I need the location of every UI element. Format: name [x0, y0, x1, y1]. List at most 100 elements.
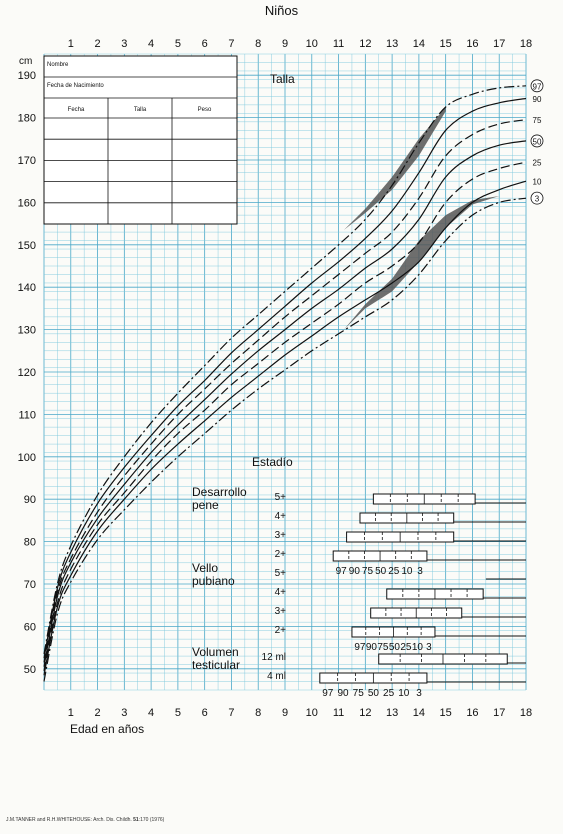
source-citation: J.M.TANNER and R.H.WHITEHOUSE: Arch. Dis…	[6, 817, 165, 823]
x-tick-label-top: 7	[228, 38, 234, 50]
percentile-circle	[530, 79, 544, 93]
stage-percentile-label: 97	[336, 566, 348, 577]
percentile-curve-97	[43, 85, 527, 655]
x-tick-label-bottom: 5	[175, 707, 181, 719]
percentile-label-10: 10	[533, 178, 542, 187]
stage-percentile-label: 25	[388, 566, 400, 577]
y-tick-label: 180	[18, 113, 36, 125]
y-tick-label: 160	[18, 197, 36, 209]
stage-percentile-label: 10	[398, 688, 410, 699]
stage-row-label: 3+	[275, 530, 287, 541]
shaded-band	[343, 107, 446, 230]
stage-percentile-label: 90	[337, 688, 349, 699]
x-axis-label: Edad en años	[70, 722, 144, 736]
x-tick-label-top: 18	[520, 38, 532, 50]
percentile-curve-3	[43, 197, 527, 682]
stage-row-label: 2+	[275, 549, 287, 560]
stage-group-label: testicular	[192, 658, 240, 672]
x-tick-label-top: 3	[121, 38, 127, 50]
percentile-curve-75	[43, 119, 527, 663]
x-tick-label-bottom: 3	[121, 707, 127, 719]
stage-percentile-label: 97	[322, 688, 334, 699]
percentile-curve-90	[43, 97, 527, 659]
table-dob-label: Fecha de Nacimiento	[47, 83, 104, 89]
x-tick-label-bottom: 13	[386, 707, 398, 719]
x-tick-label-top: 1	[68, 38, 74, 50]
stage-percentile-label: 10	[401, 566, 413, 577]
stage-percentile-label: 75	[353, 688, 365, 699]
x-tick-label-bottom: 14	[413, 707, 425, 719]
stage-row-label: 5+	[275, 492, 287, 503]
shaded-band	[343, 196, 500, 330]
x-tick-label-bottom: 15	[440, 707, 452, 719]
stage-group-label: pubiano	[192, 574, 235, 588]
percentile-curve-25	[43, 161, 527, 672]
stage-percentile-label: 10	[412, 642, 424, 653]
stage-percentile-label: 50	[368, 688, 380, 699]
chart-title: Niños	[264, 3, 299, 18]
x-tick-label-bottom: 2	[94, 707, 100, 719]
table-frame	[43, 55, 238, 225]
stage-row-label: 4+	[275, 511, 287, 522]
y-tick-label: 140	[18, 282, 36, 294]
stage-row-label: 12 ml	[262, 652, 286, 663]
record-table: Nombre Fecha de Nacimiento Fecha Talla Peso	[43, 55, 238, 225]
x-tick-label-top: 11	[333, 38, 344, 50]
y-tick-label: 150	[18, 240, 36, 252]
stage-percentile-label: 75	[377, 642, 389, 653]
x-tick-label-top: 12	[359, 38, 371, 50]
x-tick-label-bottom: 11	[333, 707, 344, 719]
x-tick-label-bottom: 4	[148, 707, 154, 719]
stage-row-label: 4+	[275, 587, 287, 598]
percentile-label-90: 90	[533, 95, 542, 104]
y-unit-label: cm	[19, 56, 32, 67]
stage-group-label: Desarrollo	[192, 485, 247, 499]
percentile-label-75: 75	[533, 116, 542, 125]
stage-row-label: 3+	[275, 606, 287, 617]
stage-percentile-label: 50	[389, 642, 401, 653]
x-tick-label-bottom: 17	[493, 707, 505, 719]
stage-row-label: 4 ml	[267, 671, 286, 682]
percentile-circle	[530, 134, 544, 148]
x-tick-label-top: 2	[94, 38, 100, 50]
x-tick-label-top: 16	[466, 38, 478, 50]
y-tick-label: 70	[24, 579, 36, 591]
y-tick-label: 120	[18, 367, 36, 379]
x-tick-label-bottom: 9	[282, 707, 288, 719]
stage-group-label: pene	[192, 498, 219, 512]
stage-percentile-label: 25	[400, 642, 412, 653]
stage-group-label: Volumen	[192, 645, 239, 659]
stage-percentile-label: 97	[354, 642, 366, 653]
y-tick-label: 190	[18, 70, 36, 82]
y-tick-label: 80	[24, 537, 36, 549]
section-label: Talla	[270, 72, 295, 86]
stage-percentile-label: 90	[349, 566, 361, 577]
y-tick-label: 170	[18, 155, 36, 167]
table-column-header: Peso	[198, 107, 212, 113]
x-tick-label-bottom: 18	[520, 707, 532, 719]
stage-row-label: 5+	[275, 568, 287, 579]
x-tick-label-top: 10	[306, 38, 318, 50]
percentile-label-3: 3	[535, 195, 540, 204]
percentile-curve-50	[43, 140, 527, 667]
percentile-circle	[530, 191, 544, 205]
x-tick-label-top: 5	[175, 38, 181, 50]
x-tick-label-top: 13	[386, 38, 398, 50]
x-tick-label-top: 9	[282, 38, 288, 50]
percentile-curve-10	[43, 180, 527, 676]
y-tick-label: 130	[18, 325, 36, 337]
stage-group-label: Vello	[192, 561, 218, 575]
x-tick-label-top: 15	[440, 38, 452, 50]
y-tick-label: 60	[24, 621, 36, 633]
stage-row-label: 2+	[275, 625, 287, 636]
table-column-header: Fecha	[68, 107, 85, 113]
x-tick-label-bottom: 16	[466, 707, 478, 719]
y-tick-label: 90	[24, 494, 36, 506]
table-name-label: Nombre	[47, 62, 69, 68]
stage-percentile-label: 90	[366, 642, 378, 653]
stages-title: Estadío	[252, 455, 293, 469]
stage-percentile-label: 3	[417, 566, 423, 577]
x-tick-label-bottom: 7	[228, 707, 234, 719]
